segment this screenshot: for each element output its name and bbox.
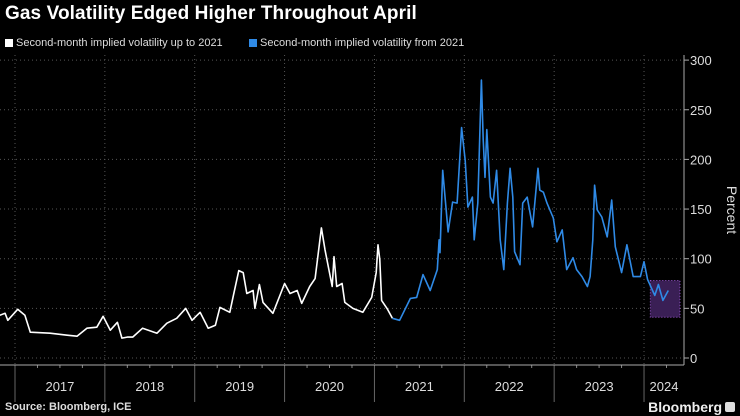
legend-item-from-2021: Second-month implied volatility from 202… <box>249 37 464 49</box>
x-tick-label: 2018 <box>135 379 164 394</box>
y-axis-label: Percent <box>724 186 740 234</box>
x-tick-label: 2023 <box>585 379 614 394</box>
y-tick-label: 150 <box>690 202 712 217</box>
legend-label: Second-month implied volatility from 202… <box>260 37 465 49</box>
legend-label: Second-month implied volatility up to 20… <box>16 37 223 49</box>
highlight-box <box>649 280 681 318</box>
x-tick-label: 2024 <box>650 379 679 394</box>
legend-swatch-blue <box>249 39 257 47</box>
x-tick-label: 2017 <box>45 379 74 394</box>
x-tick-label: 2019 <box>225 379 254 394</box>
series-line-from-2021 <box>392 79 670 322</box>
source-note: Source: Bloomberg, ICE <box>5 401 132 413</box>
y-tick-label: 250 <box>690 103 712 118</box>
y-tick-label: 0 <box>690 351 697 366</box>
legend-swatch-white <box>5 39 13 47</box>
x-tick-label: 2022 <box>495 379 524 394</box>
chart-title: Gas Volatility Edged Higher Throughout A… <box>5 3 417 24</box>
y-tick-label: 50 <box>690 301 704 316</box>
legend-item-up-to-2021: Second-month implied volatility up to 20… <box>5 37 223 49</box>
x-tick-label: 2020 <box>315 379 344 394</box>
series-line-up-to-2021 <box>0 227 394 339</box>
bloomberg-logo: Bloomberg <box>648 399 722 415</box>
y-tick-label: 300 <box>690 53 712 68</box>
y-tick-label: 200 <box>690 152 712 167</box>
y-tick-label: 100 <box>690 252 712 267</box>
x-tick-label: 2021 <box>405 379 434 394</box>
chart-logo-icon <box>725 402 735 412</box>
